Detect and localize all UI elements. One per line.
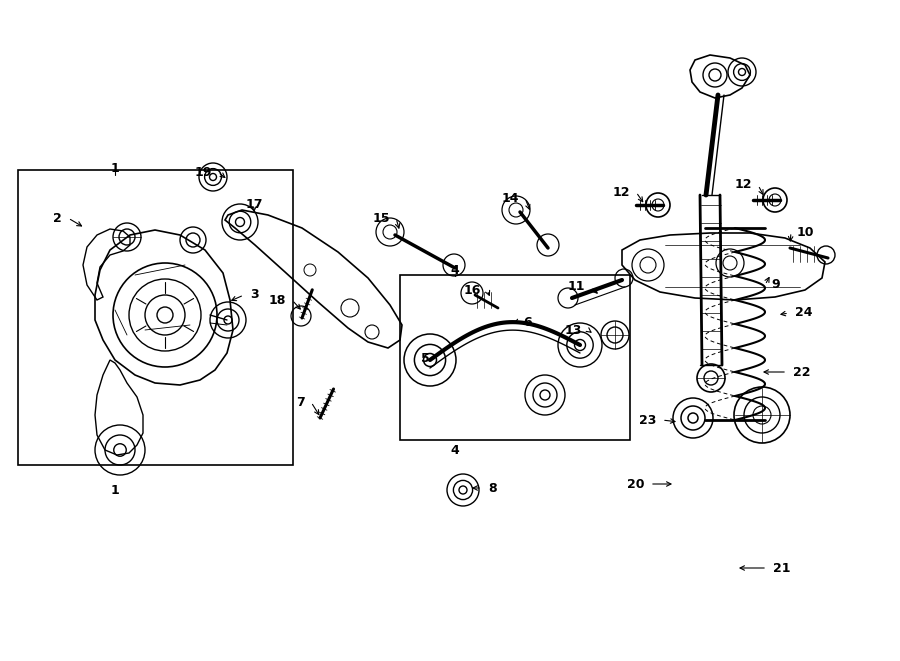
- Text: 8: 8: [488, 481, 497, 494]
- Text: 7: 7: [296, 395, 305, 408]
- Text: 1: 1: [111, 161, 120, 175]
- Text: 15: 15: [373, 212, 390, 225]
- Text: 5: 5: [421, 352, 430, 364]
- Text: 3: 3: [250, 288, 258, 301]
- Text: 14: 14: [501, 192, 519, 204]
- Text: 24: 24: [795, 307, 813, 319]
- Bar: [400, 275, 630, 440]
- Text: 12: 12: [734, 178, 752, 192]
- Text: 13: 13: [564, 323, 582, 336]
- Text: 20: 20: [626, 477, 644, 490]
- Text: 21: 21: [773, 561, 790, 574]
- Text: 2: 2: [53, 212, 62, 225]
- Text: 1: 1: [111, 483, 120, 496]
- Text: 11: 11: [568, 280, 585, 293]
- Text: 4: 4: [451, 444, 459, 457]
- Text: 17: 17: [245, 198, 263, 212]
- Text: 23: 23: [639, 414, 656, 426]
- Text: 12: 12: [613, 186, 630, 198]
- Text: 19: 19: [194, 165, 212, 178]
- Text: 18: 18: [268, 293, 286, 307]
- Text: 6: 6: [523, 315, 532, 329]
- Bar: [18, 170, 293, 465]
- Text: 22: 22: [793, 366, 811, 379]
- Text: 9: 9: [771, 278, 779, 292]
- Text: 4: 4: [451, 264, 459, 276]
- Text: 10: 10: [797, 225, 814, 239]
- Text: 16: 16: [464, 284, 481, 297]
